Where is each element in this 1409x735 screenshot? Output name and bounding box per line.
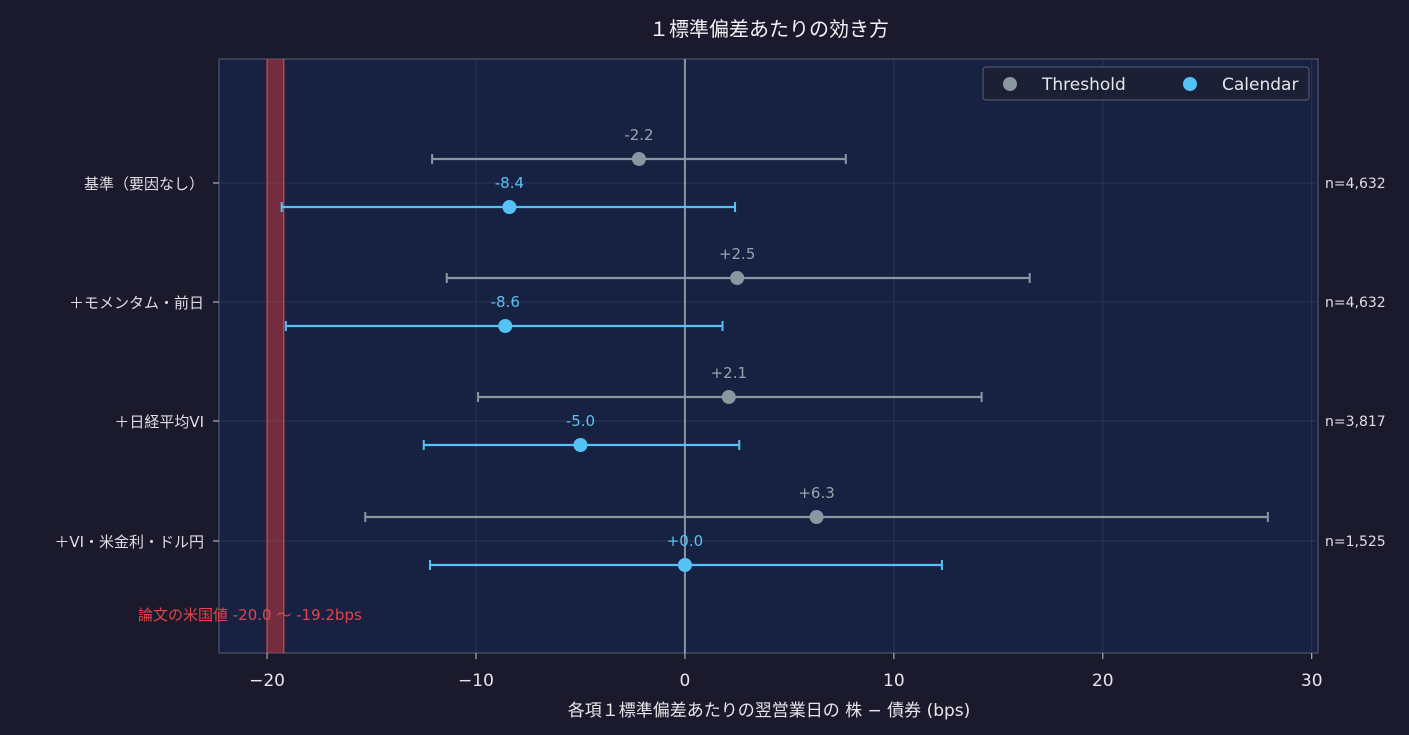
data-point <box>677 558 692 572</box>
reference-band <box>267 59 284 653</box>
legend-marker-calendar <box>1183 77 1197 91</box>
data-label: -2.2 <box>624 126 653 144</box>
x-tick-label: 10 <box>883 671 905 691</box>
data-point <box>631 152 646 166</box>
data-point <box>809 510 824 524</box>
data-point <box>573 438 588 452</box>
legend-box <box>982 66 1310 101</box>
data-label: -8.6 <box>491 293 520 311</box>
data-point <box>502 200 517 214</box>
data-point <box>498 319 513 333</box>
n-label: n=1,525 <box>1325 534 1386 550</box>
x-tick-label: 30 <box>1301 671 1323 691</box>
reference-band-layer <box>266 59 285 653</box>
x-tick-label: −10 <box>458 671 494 691</box>
data-label: +2.1 <box>711 364 747 382</box>
data-label: +0.0 <box>667 532 703 550</box>
data-label: +6.3 <box>798 484 834 502</box>
x-axis: −20 −10 0 10 20 30 <box>249 653 1323 691</box>
reference-band-label: 論文の米国値 -20.0 〜 -19.2bps <box>138 606 362 624</box>
category-label: ＋VI・米金利・ドル円 <box>54 533 204 551</box>
legend: Threshold Calendar <box>982 66 1310 101</box>
category-label: ＋日経平均VI <box>114 413 204 431</box>
category-label: 基準（要因なし） <box>84 175 204 193</box>
legend-label-threshold: Threshold <box>1041 75 1126 95</box>
category-labels: 基準（要因なし） ＋モメンタム・前日 ＋日経平均VI ＋VI・米金利・ドル円 <box>54 175 219 551</box>
x-tick-label: −20 <box>249 671 285 691</box>
legend-label-calendar: Calendar <box>1222 75 1298 95</box>
n-label: n=4,632 <box>1325 176 1386 192</box>
n-labels: n=4,632 n=4,632 n=3,817 n=1,525 <box>1325 176 1386 550</box>
data-label: -5.0 <box>566 412 595 430</box>
data-label: +2.5 <box>719 245 755 263</box>
category-label: ＋モメンタム・前日 <box>69 294 204 312</box>
series-layer: -2.2 +2.5 +2.1 +6.3 -8.4 -8.6 -5.0 +0.0 <box>280 126 1269 572</box>
x-tick-label: 20 <box>1092 671 1114 691</box>
data-point <box>721 390 736 404</box>
data-label: -8.4 <box>495 174 524 192</box>
chart-title: １標準偏差あたりの効き方 <box>649 17 889 41</box>
x-tick-label: 0 <box>680 671 691 691</box>
n-label: n=4,632 <box>1325 295 1386 311</box>
x-axis-label: 各項１標準偏差あたりの翌営業日の 株 − 債券 (bps) <box>568 701 971 721</box>
n-label: n=3,817 <box>1325 414 1386 430</box>
legend-marker-threshold <box>1003 77 1017 91</box>
data-point <box>730 271 745 285</box>
